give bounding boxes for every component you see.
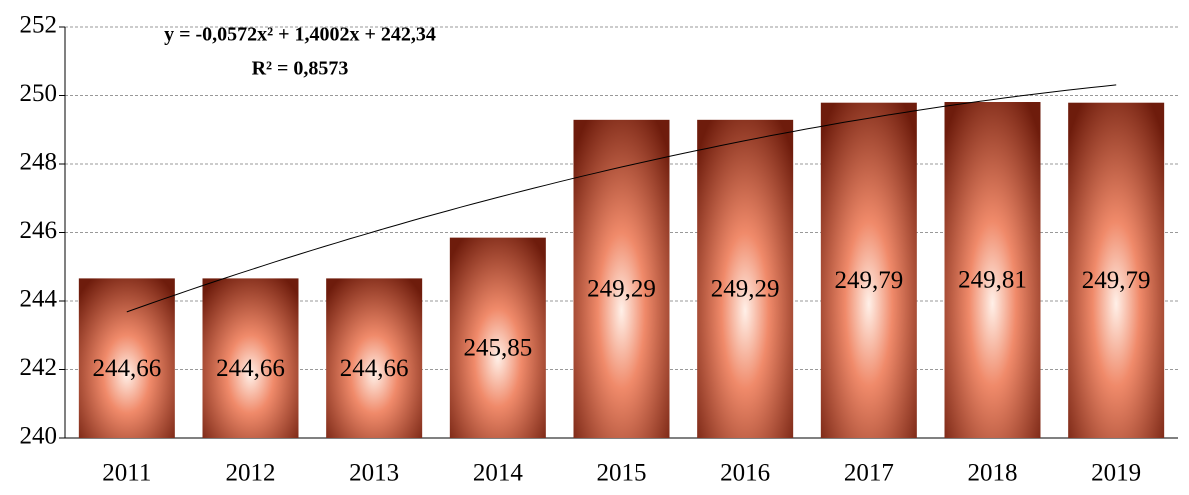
bar: [78, 278, 175, 438]
y-tick-label: 244: [20, 286, 58, 313]
bar: [697, 119, 794, 438]
value-label: 249,79: [834, 267, 903, 294]
trendline: [126, 84, 1117, 313]
trend-equation: y = -0,0572x² + 1,4002x + 242,34: [164, 24, 436, 46]
value-label: 249,29: [587, 276, 656, 303]
x-tick-label: 2014: [473, 460, 524, 487]
value-label: 249,79: [1082, 267, 1151, 294]
value-label: 245,85: [463, 335, 532, 362]
trend-r2: R² = 0,8573: [252, 58, 349, 80]
value-label: 249,81: [958, 267, 1027, 294]
bar: [326, 278, 423, 438]
x-tick-label: 2011: [102, 460, 151, 487]
x-tick-label: 2012: [226, 460, 276, 487]
x-tick-label: 2019: [1091, 460, 1141, 487]
x-tick-label: 2017: [844, 460, 894, 487]
y-tick-label: 242: [20, 354, 58, 381]
value-label: 244,66: [216, 355, 285, 382]
x-tick-label: 2015: [597, 460, 647, 487]
x-tick-label: 2016: [720, 460, 770, 487]
value-label: 244,66: [92, 355, 161, 382]
y-tick-label: 246: [20, 217, 58, 244]
bar: [202, 278, 299, 438]
bar: [449, 237, 546, 438]
value-label: 244,66: [340, 355, 409, 382]
y-tick-label: 252: [20, 12, 58, 39]
bar: [820, 102, 917, 438]
y-tick-label: 250: [20, 80, 58, 107]
bar: [1068, 102, 1165, 438]
value-label: 249,29: [711, 276, 780, 303]
y-tick-label: 248: [20, 149, 58, 176]
x-tick-label: 2013: [349, 460, 399, 487]
bar: [573, 119, 670, 438]
bar: [944, 102, 1041, 438]
y-tick-label: 240: [20, 423, 58, 450]
x-tick-label: 2018: [968, 460, 1018, 487]
